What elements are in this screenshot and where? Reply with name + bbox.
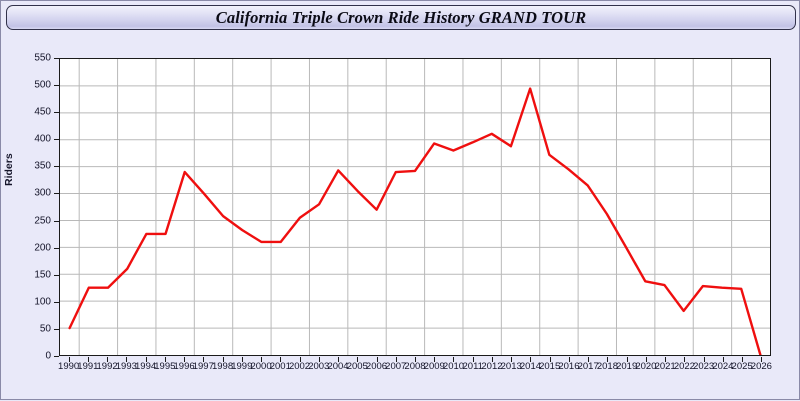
x-axis-tick bbox=[626, 357, 628, 362]
x-axis-tick bbox=[684, 357, 686, 362]
x-axis-tick bbox=[761, 357, 763, 362]
x-axis-tick bbox=[703, 357, 705, 362]
x-axis-tick-label: 1991 bbox=[77, 361, 99, 372]
x-axis-tick-label: 2012 bbox=[481, 361, 503, 372]
x-axis-tick-label: 2025 bbox=[731, 361, 753, 372]
y-axis-tick-label: 550 bbox=[34, 52, 51, 64]
x-axis-tick-label: 1999 bbox=[231, 361, 253, 372]
x-axis-tick bbox=[357, 357, 359, 362]
x-axis-tick bbox=[434, 357, 436, 362]
x-axis-tick bbox=[376, 357, 378, 362]
x-axis-tick-label: 2010 bbox=[442, 361, 465, 372]
x-axis-tick-label: 2022 bbox=[673, 361, 695, 372]
x-axis-tick bbox=[126, 357, 128, 362]
x-axis-tick bbox=[472, 357, 474, 362]
x-axis-tick bbox=[338, 357, 340, 362]
plot-area bbox=[59, 58, 771, 356]
x-axis-tick bbox=[453, 357, 455, 362]
riders-line-series bbox=[60, 59, 770, 355]
x-axis-tick-label: 1998 bbox=[211, 361, 234, 372]
y-axis-title: Riders bbox=[3, 153, 15, 186]
x-axis-tick-label: 2006 bbox=[365, 361, 388, 372]
x-axis-tick-label: 1997 bbox=[192, 361, 214, 372]
x-axis-tick bbox=[318, 357, 320, 362]
x-axis-tick bbox=[299, 357, 301, 362]
x-axis-tick bbox=[145, 357, 147, 362]
x-axis-tick-label: 1995 bbox=[154, 361, 176, 372]
y-axis-tick-label: 0 bbox=[45, 350, 51, 362]
x-axis-tick-label: 2007 bbox=[385, 361, 407, 372]
x-axis-tick-label: 2008 bbox=[404, 361, 426, 372]
x-axis-tick bbox=[742, 357, 744, 362]
x-axis-tick bbox=[87, 357, 89, 362]
x-axis-tick-label: 2013 bbox=[500, 361, 522, 372]
x-axis-tick-label: 2016 bbox=[558, 361, 580, 372]
y-axis-tick-label: 400 bbox=[34, 133, 51, 145]
x-axis-tick-label: 2024 bbox=[712, 361, 734, 372]
page-title: California Triple Crown Ride History GRA… bbox=[215, 7, 587, 27]
x-axis-tick-label: 2000 bbox=[250, 361, 272, 372]
x-axis-tick bbox=[184, 357, 186, 362]
x-axis-tick-label: 2004 bbox=[327, 361, 349, 372]
chart-title-bar: California Triple Crown Ride History GRA… bbox=[6, 5, 796, 30]
x-axis-tick-label: 1993 bbox=[115, 361, 137, 372]
x-axis-tick bbox=[588, 357, 590, 362]
x-axis-tick-label: 2003 bbox=[308, 361, 330, 372]
x-axis-tick bbox=[395, 357, 397, 362]
x-axis-tick-label: 1994 bbox=[135, 361, 157, 372]
x-axis-tick bbox=[415, 357, 416, 362]
x-axis-tick-label: 1990 bbox=[58, 361, 80, 372]
x-axis-tick bbox=[68, 357, 70, 362]
x-axis-tick-label: 2011 bbox=[462, 361, 483, 372]
x-axis-tick bbox=[107, 357, 109, 362]
x-axis-tick bbox=[222, 357, 224, 362]
x-axis-tick bbox=[568, 357, 570, 362]
x-axis-tick-label: 2023 bbox=[693, 361, 715, 372]
y-axis-tick-label: 450 bbox=[34, 106, 51, 118]
x-axis-tick-label: 2019 bbox=[616, 361, 638, 372]
x-axis-tick-label: 2009 bbox=[423, 361, 445, 372]
x-axis-tick-label: 2018 bbox=[596, 361, 618, 372]
y-axis-tick bbox=[54, 356, 59, 357]
y-axis-tick-label: 200 bbox=[34, 242, 51, 254]
x-axis-tick bbox=[645, 357, 647, 362]
x-axis-tick-label: 2002 bbox=[288, 361, 311, 372]
y-axis-tick-label: 100 bbox=[34, 296, 51, 308]
x-axis-tick bbox=[261, 357, 263, 362]
x-axis-tick bbox=[549, 357, 551, 362]
y-axis-tick-label: 50 bbox=[39, 323, 51, 335]
x-axis-tick bbox=[241, 357, 243, 362]
x-axis-tick bbox=[607, 357, 609, 362]
x-axis-tick-label: 2005 bbox=[346, 361, 368, 372]
y-axis-tick-label: 500 bbox=[34, 79, 51, 91]
x-axis-tick bbox=[511, 357, 513, 362]
y-axis-tick-label: 300 bbox=[34, 187, 51, 199]
x-axis-tick-label: 1996 bbox=[173, 361, 195, 372]
y-axis-tick-label: 150 bbox=[34, 269, 51, 281]
x-axis-tick bbox=[530, 357, 532, 362]
x-axis-tick bbox=[164, 357, 166, 362]
x-axis-tick-label: 2021 bbox=[654, 361, 676, 372]
x-axis-tick bbox=[280, 357, 282, 362]
x-axis-tick-label: 2026 bbox=[750, 361, 772, 372]
x-axis-tick-label: 2017 bbox=[577, 361, 599, 372]
x-axis-tick bbox=[491, 357, 493, 362]
x-axis-tick-label: 2020 bbox=[635, 361, 657, 372]
x-axis-tick-label: 1992 bbox=[96, 361, 118, 372]
y-axis-tick-label: 250 bbox=[34, 215, 51, 227]
x-axis-tick bbox=[722, 357, 724, 362]
x-axis-tick-label: 2015 bbox=[539, 361, 561, 372]
x-axis-tick bbox=[203, 357, 205, 362]
x-axis-tick-label: 2001 bbox=[269, 361, 291, 372]
x-axis-tick bbox=[665, 357, 667, 362]
x-axis-tick-label: 2014 bbox=[519, 361, 542, 372]
